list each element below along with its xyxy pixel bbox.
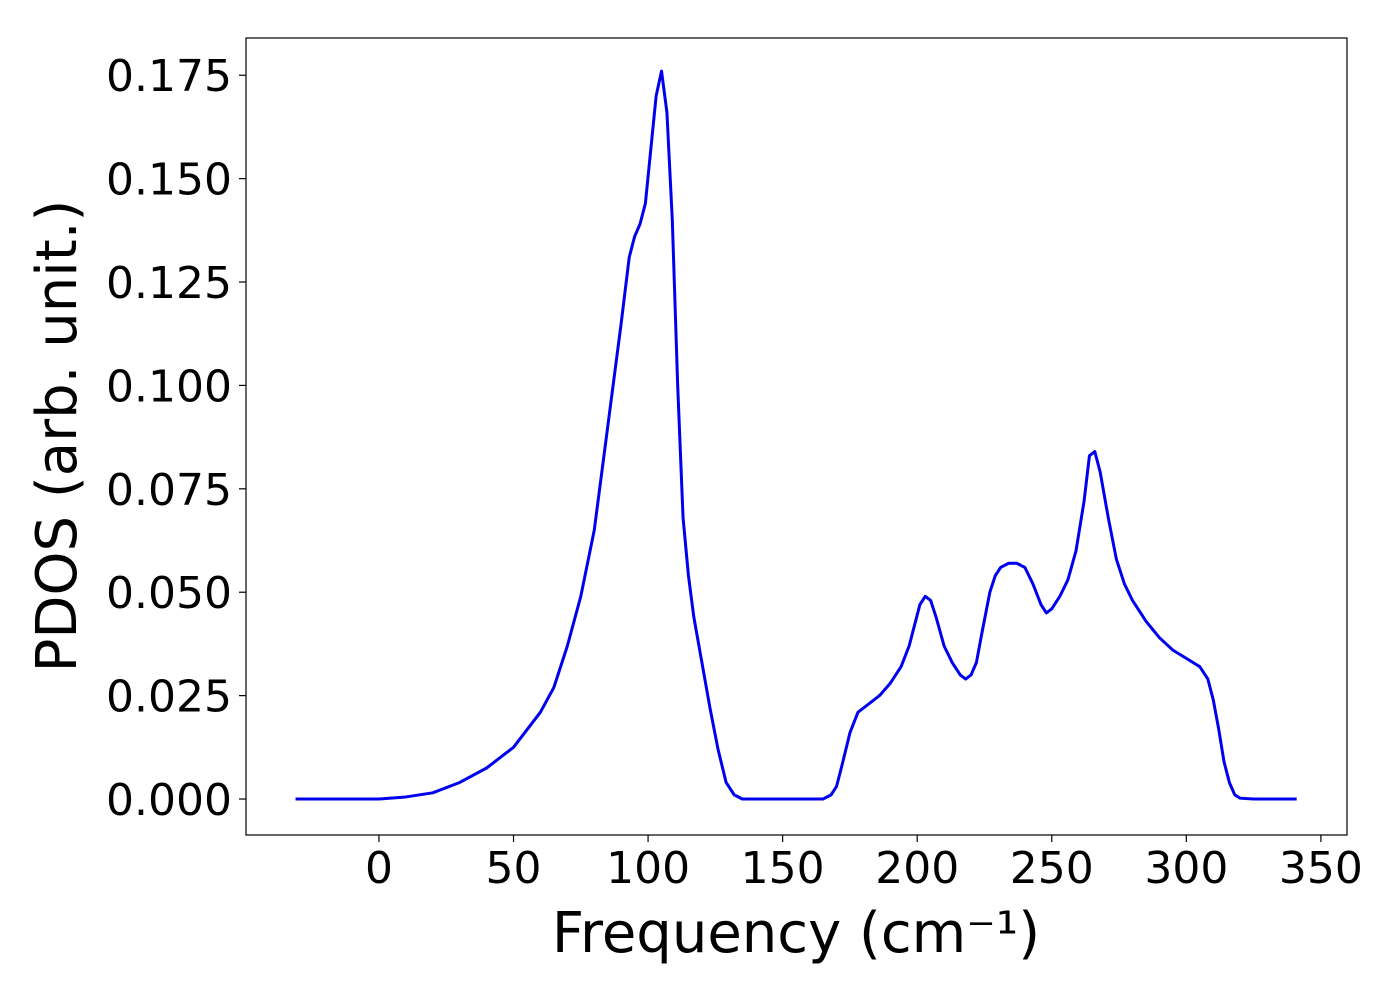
y-tick-label: 0.150: [106, 155, 232, 206]
y-tick-label: 0.025: [106, 672, 232, 723]
x-tick-label: 50: [486, 843, 542, 894]
plot-frame: [245, 37, 1348, 836]
y-tick-label: 0.075: [106, 465, 232, 516]
x-tick-label: 0: [365, 843, 393, 894]
y-tick-label: 0.000: [106, 775, 232, 826]
y-axis-label: PDOS (arb. unit.): [25, 200, 90, 673]
x-tick-label: 300: [1144, 843, 1228, 894]
y-tick-label: 0.125: [106, 258, 232, 309]
line-series: [295, 69, 1297, 801]
x-tick-label: 200: [875, 843, 959, 894]
x-axis-label: Frequency (cm⁻¹): [552, 901, 1040, 966]
x-tick-label: 250: [1010, 843, 1094, 894]
y-tick-label: 0.100: [106, 361, 232, 412]
x-tick-label: 350: [1279, 843, 1363, 894]
x-tick-label: 150: [741, 843, 825, 894]
x-tick-label: 100: [606, 843, 690, 894]
y-tick-label: 0.175: [106, 51, 232, 102]
y-tick-label: 0.050: [106, 568, 232, 619]
